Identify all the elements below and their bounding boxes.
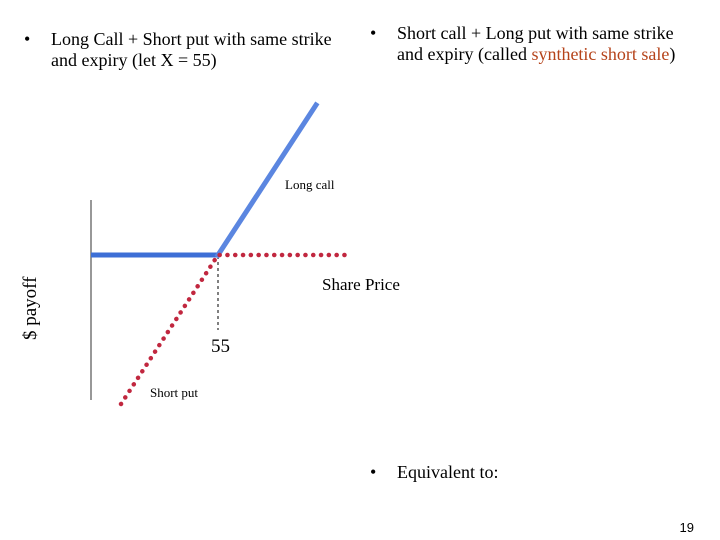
long-call-line (214, 101, 320, 259)
bullet-marker: • (370, 23, 377, 43)
long-call-label: Long call (285, 177, 335, 192)
y-axis-label: $ payoff (20, 276, 41, 340)
right-bullet-text-before: Short call + Long put with same strike a… (397, 23, 674, 64)
share-price-label: Share Price (322, 275, 400, 294)
strike-label: 55 (211, 336, 230, 357)
bullet-marker: • (24, 29, 31, 49)
left-bullet-text: Long Call + Short put with same strike a… (51, 29, 332, 70)
right-bullet-text: Short call + Long put with same strike a… (397, 23, 690, 65)
page-number: 19 (679, 520, 694, 535)
synthetic-short-sale-term: synthetic short sale (531, 44, 670, 64)
short-put-dotted-line (118, 252, 355, 407)
bullet-marker: • (370, 462, 377, 482)
equivalent-bullet-text: Equivalent to: (397, 462, 499, 482)
right-bullet-text-after: ) (669, 44, 676, 64)
short-put-label: Short put (150, 385, 198, 400)
